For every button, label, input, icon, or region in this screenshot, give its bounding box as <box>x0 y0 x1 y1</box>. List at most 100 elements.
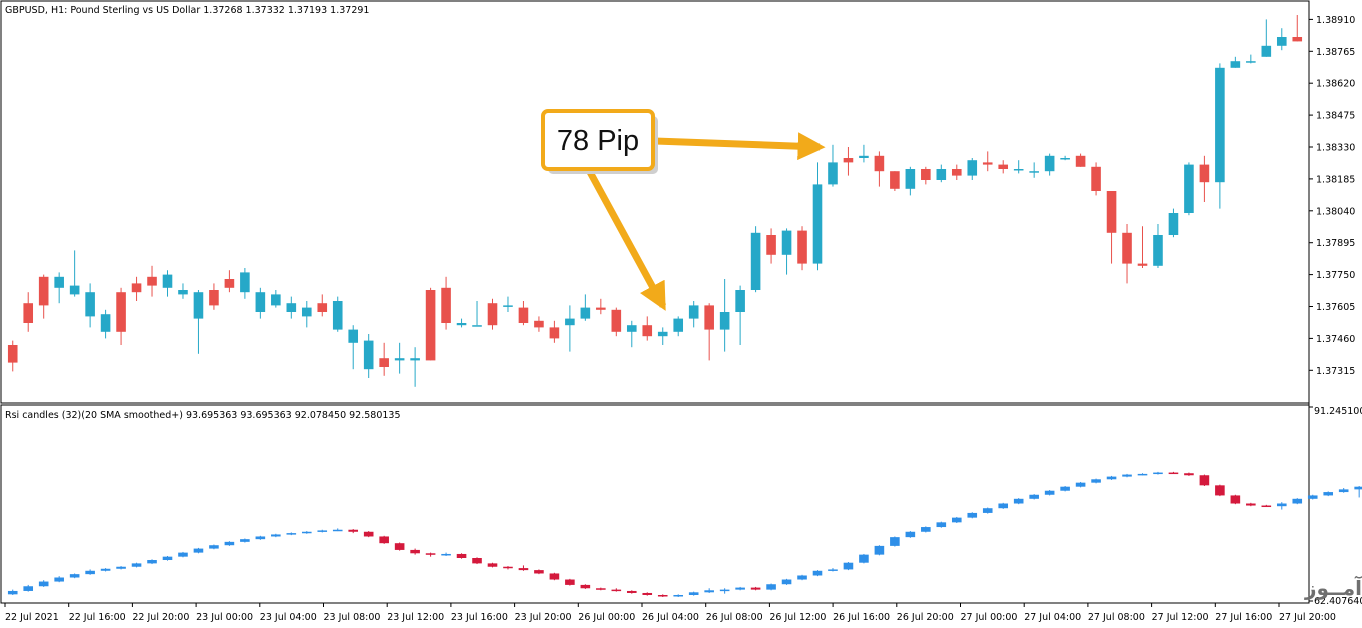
rsi-candle <box>735 587 745 590</box>
price-candle <box>1091 166 1101 191</box>
time-tick-label: 23 Jul 04:00 <box>260 612 317 623</box>
rsi-y-tick-label: 62.407640 <box>1314 596 1362 607</box>
price-candles <box>7 15 1303 387</box>
time-tick-label: 23 Jul 00:00 <box>196 612 253 623</box>
rsi-candle <box>487 563 498 567</box>
price-candle <box>890 171 900 189</box>
rsi-candle <box>750 587 761 590</box>
price-candle <box>750 232 761 290</box>
rsi-candle <box>162 556 173 561</box>
price-candle <box>688 305 699 319</box>
rsi-candle <box>332 529 343 532</box>
rsi-candle <box>518 568 529 571</box>
price-candle <box>116 292 126 332</box>
price-candle <box>1013 169 1024 171</box>
pip-annotation[interactable]: 78 Pip <box>541 109 826 311</box>
rsi-candle <box>394 543 405 550</box>
price-candle <box>1276 37 1287 46</box>
price-candle <box>425 290 436 361</box>
price-candle <box>1137 263 1148 266</box>
price-y-tick-label: 1.38330 <box>1316 143 1355 154</box>
rsi-candle <box>1044 490 1055 495</box>
rsi-candle <box>240 539 250 542</box>
rsi-candle <box>1060 486 1070 491</box>
rsi-candle <box>905 531 916 538</box>
time-tick-label: 23 Jul 16:00 <box>451 612 508 623</box>
price-candle <box>286 303 297 312</box>
price-candle <box>1168 213 1179 235</box>
price-candle <box>766 235 776 255</box>
price-candle <box>1184 164 1194 213</box>
rsi-candle <box>828 569 838 571</box>
price-candle <box>456 323 467 326</box>
price-candle <box>936 169 947 180</box>
rsi-y-tick-label: 91.245100 <box>1314 406 1362 417</box>
rsi-candle <box>441 553 451 556</box>
price-candle <box>379 358 389 367</box>
rsi-candle <box>69 574 80 578</box>
watermark: انتشار در وبسایت ســود آمــوز <box>1304 575 1362 600</box>
rsi-candle <box>1091 479 1101 483</box>
rsi-candle <box>781 579 792 585</box>
price-candle <box>921 169 931 180</box>
price-candle <box>673 318 684 332</box>
rsi-candle <box>1153 472 1163 475</box>
price-candle <box>1215 67 1225 183</box>
price-candle <box>1075 155 1086 167</box>
rsi-candle <box>456 553 467 558</box>
rsi-candle <box>379 536 389 544</box>
rsi-candle <box>1307 495 1318 499</box>
rsi-candle <box>503 566 513 569</box>
rsi-candle <box>348 529 359 532</box>
rsi-candle <box>921 527 931 532</box>
rsi-candle <box>657 594 668 597</box>
price-candle <box>719 312 730 330</box>
price-y-tick-label: 1.37315 <box>1316 366 1355 377</box>
price-candle <box>828 162 838 185</box>
rsi-candle <box>1106 476 1117 480</box>
price-candle <box>178 290 188 295</box>
rsi-candle <box>843 562 854 570</box>
price-candle <box>565 318 575 326</box>
price-y-axis: 1.38910 1.38765 1.38620 1.38475 1.38330 1.381… <box>1309 15 1355 377</box>
annotation-arrow-up-icon <box>654 132 826 161</box>
rsi-candle <box>100 568 111 571</box>
price-candle <box>596 307 606 310</box>
rsi-candle <box>224 541 235 546</box>
rsi-candle <box>1292 498 1303 504</box>
time-tick-label: 27 Jul 00:00 <box>961 612 1018 623</box>
price-candle <box>657 331 668 337</box>
price-candle <box>38 276 49 306</box>
price-candle <box>394 358 405 361</box>
price-pane-frame <box>0 0 1310 404</box>
price-candle <box>271 294 281 306</box>
rsi-candle <box>147 560 157 564</box>
rsi-candle <box>1122 474 1132 477</box>
price-candle <box>363 340 374 370</box>
price-candle <box>317 303 328 312</box>
rsi-candle <box>704 590 714 593</box>
price-y-tick-label: 1.37605 <box>1316 302 1355 313</box>
price-y-tick-label: 1.37460 <box>1316 334 1355 345</box>
rsi-candle <box>580 584 591 589</box>
price-y-tick-label: 1.38910 <box>1316 15 1355 26</box>
rsi-candle <box>797 575 807 580</box>
price-candle <box>1060 158 1070 160</box>
price-candle <box>951 169 962 176</box>
rsi-candle <box>286 533 297 535</box>
rsi-candle <box>1354 486 1362 490</box>
price-candle <box>1044 155 1055 172</box>
price-y-tick-label: 1.37750 <box>1316 270 1355 281</box>
rsi-candle <box>982 508 993 513</box>
price-candle <box>348 329 359 343</box>
rsi-candle <box>596 588 606 590</box>
price-candle <box>982 162 993 165</box>
rsi-candle <box>1215 485 1225 496</box>
rsi-candle <box>425 553 436 555</box>
rsi-candle <box>626 590 637 593</box>
rsi-candle <box>131 563 142 567</box>
price-candle <box>704 305 714 330</box>
rsi-candle <box>534 570 544 574</box>
price-candle <box>998 164 1009 169</box>
